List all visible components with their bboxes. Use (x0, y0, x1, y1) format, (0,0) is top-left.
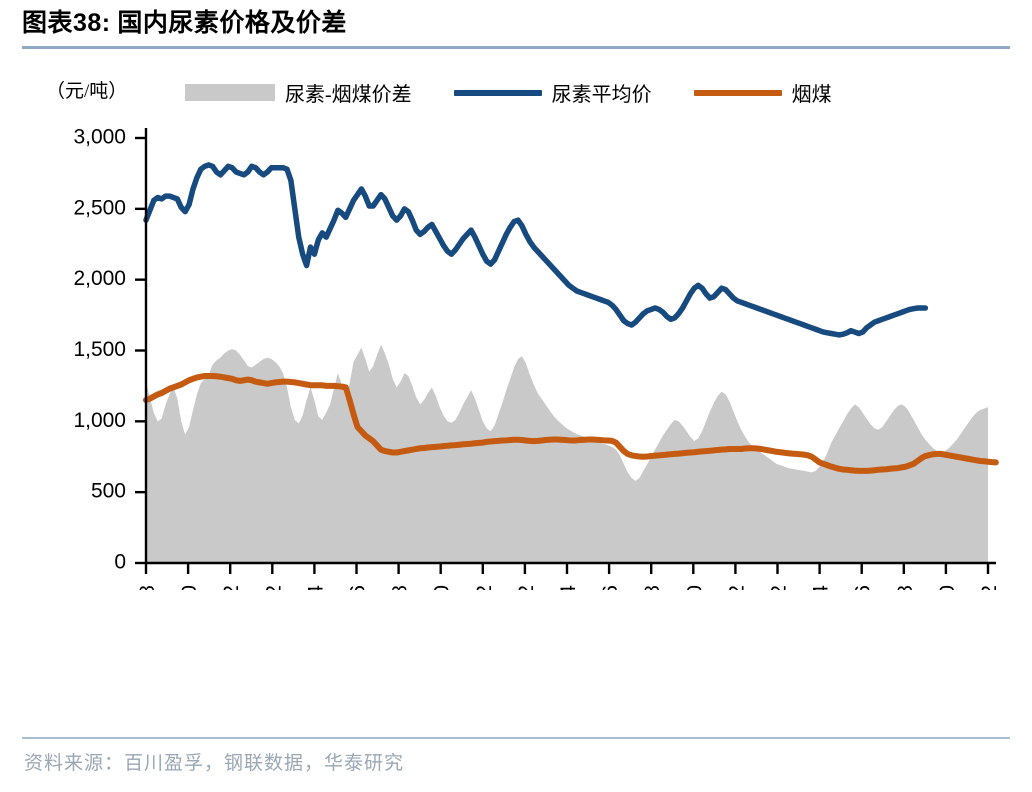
x-tick-label: 2025-02 (768, 585, 791, 590)
footer-divider (22, 737, 1010, 739)
x-tick-label: 2024-10 (683, 585, 706, 590)
series-area-spread (146, 344, 988, 563)
x-tick-label: 2024-08 (641, 585, 664, 590)
legend-swatch-line-blue-icon (453, 89, 542, 96)
x-axis-tick-labels: 2022-08 2022-10 2022-12 2023-02 2023-04 2023-… (136, 585, 1001, 590)
x-tick-label: 2023-08 (389, 585, 412, 590)
figure-number: 图表38: (22, 9, 111, 37)
x-tick-label: 2024-04 (557, 585, 580, 590)
legend-swatch-line-orange-icon (693, 89, 782, 96)
x-tick-label: 2025-04 (810, 585, 833, 590)
x-tick-label: 2022-12 (220, 585, 243, 590)
y-axis-tick-labels: 0 500 1,000 1,500 2,000 2,500 3,000 (73, 126, 126, 574)
legend-label-urea-price: 尿素平均价 (551, 84, 652, 106)
x-tick-label: 2023-04 (304, 585, 327, 590)
y-tick-label: 1,000 (73, 409, 126, 432)
series-line-coal (143, 373, 999, 474)
page-title: 图表38: 国内尿素价格及价差 (22, 6, 1010, 41)
figure-header: 图表38: 国内尿素价格及价差 (22, 6, 1010, 52)
legend-item-urea-price[interactable]: 尿素平均价 (453, 78, 694, 107)
x-tick-label: 2025-10 (936, 585, 959, 590)
axis-unit-label: （元/吨） (46, 81, 128, 102)
x-tick-label: 2025-12 (978, 585, 1001, 590)
x-tick-label: 2023-02 (262, 585, 285, 590)
header-divider (22, 46, 1010, 49)
x-tick-label: 2022-10 (178, 585, 201, 590)
figure-title-text: 国内尿素价格及价差 (117, 10, 347, 37)
y-tick-label: 500 (91, 480, 126, 503)
legend-swatch-area-icon (185, 84, 275, 101)
y-tick-label: 2,500 (73, 196, 126, 219)
series-line-urea-price (143, 162, 929, 338)
legend-label-coal: 烟煤 (791, 84, 832, 106)
chart-legend: 尿素-烟煤价差 尿素平均价 烟煤 (185, 78, 874, 107)
x-tick-label: 2024-02 (515, 585, 538, 590)
y-tick-label: 1,500 (73, 338, 126, 361)
y-tick-label: 3,000 (73, 126, 126, 149)
legend-item-spread[interactable]: 尿素-烟煤价差 (185, 78, 454, 107)
y-tick-label: 0 (114, 551, 126, 574)
source-note: 资料来源：百川盈孚，钢联数据，华泰研究 (24, 753, 405, 774)
x-tick-label: 2023-06 (347, 585, 370, 590)
x-tick-label: 2025-08 (894, 585, 917, 590)
chart-axes (135, 128, 996, 574)
y-tick-label: 2,000 (73, 267, 126, 290)
x-tick-label: 2024-12 (725, 585, 748, 590)
legend-label-spread: 尿素-烟煤价差 (285, 84, 412, 106)
x-tick-label: 2023-12 (473, 585, 496, 590)
x-tick-label: 2024-06 (599, 585, 622, 590)
x-tick-label: 2023-10 (431, 585, 454, 590)
x-tick-label: 2022-08 (136, 585, 159, 590)
x-tick-label: 2025-06 (852, 585, 875, 590)
legend-item-coal[interactable]: 烟煤 (693, 78, 874, 107)
